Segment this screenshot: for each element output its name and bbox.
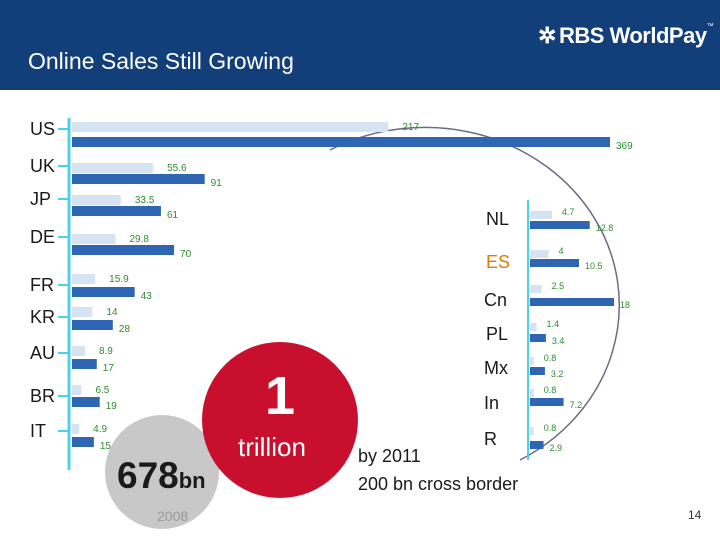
right-category-label-nl: NL (486, 209, 509, 229)
left-value-earlier-fr: 15.9 (109, 274, 129, 285)
right-bar-earlier-nl (530, 211, 552, 219)
right-bar-earlier-es (530, 250, 549, 258)
right-value-later-in: 7.2 (570, 400, 583, 410)
page-title: Online Sales Still Growing (28, 48, 294, 74)
note-by-2011: by 2011 (358, 446, 421, 466)
right-value-earlier-mx: 0.8 (544, 353, 557, 363)
left-category-label-fr: FR (30, 275, 54, 295)
left-value-later-de: 70 (180, 249, 192, 260)
right-bar-earlier-r (530, 427, 534, 435)
left-value-earlier-uk: 55.6 (167, 163, 187, 174)
left-category-label-us: US (30, 119, 55, 139)
right-bar-later-in (530, 398, 564, 406)
right-category-label-pl: PL (486, 324, 508, 344)
right-category-label-cn: Cn (484, 290, 507, 310)
right-value-later-mx: 3.2 (551, 369, 564, 379)
left-value-earlier-au: 8.9 (99, 346, 113, 357)
right-value-earlier-in: 0.8 (544, 385, 557, 395)
right-category-label-r: R (484, 429, 497, 449)
left-bar-earlier-fr (72, 274, 96, 284)
left-value-earlier-us: 217 (402, 122, 419, 133)
right-bar-earlier-in (530, 389, 534, 397)
left-bar-earlier-br (72, 385, 82, 395)
logo-text: RBS WorldPay (558, 23, 707, 48)
left-bar-later-au (72, 359, 97, 369)
right-value-later-es: 10.5 (585, 261, 603, 271)
right-value-later-cn: 18 (620, 300, 630, 310)
left-value-earlier-kr: 14 (106, 307, 118, 318)
left-bar-earlier-us (72, 122, 389, 132)
header-banner: Online Sales Still Growing ✲ RBS WorldPay… (0, 0, 720, 90)
left-bar-earlier-kr (72, 307, 93, 317)
left-category-label-br: BR (30, 386, 55, 406)
right-bar-earlier-mx (530, 357, 534, 365)
total-unit: bn (178, 468, 206, 493)
left-value-later-br: 19 (106, 401, 118, 412)
total-year-label: 2008 (157, 508, 189, 524)
left-value-earlier-br: 6.5 (95, 385, 109, 396)
right-bar-later-pl (530, 334, 546, 342)
right-value-earlier-nl: 4.7 (562, 207, 575, 217)
total-2008-circle (105, 415, 219, 529)
right-bar-later-es (530, 259, 579, 267)
right-bar-later-cn (530, 298, 614, 306)
left-category-label-it: IT (30, 421, 46, 441)
right-value-later-pl: 3.4 (552, 336, 565, 346)
left-bar-earlier-au (72, 346, 85, 356)
left-value-earlier-jp: 33.5 (135, 195, 155, 206)
right-category-label-in: In (484, 393, 499, 413)
left-value-later-it: 15 (100, 441, 112, 452)
left-category-label-kr: KR (30, 307, 55, 327)
future-value-label: 1 (265, 366, 296, 426)
note-cross-border: 200 bn cross border (358, 474, 519, 494)
left-category-label-uk: UK (30, 156, 55, 176)
left-value-later-au: 17 (103, 363, 115, 374)
right-chart-bracket (329, 126, 621, 461)
left-bar-later-br (72, 397, 100, 407)
total-value: 678 (117, 455, 179, 496)
rbs-worldpay-logo: ✲ RBS WorldPay™ (538, 23, 714, 49)
left-bar-earlier-it (72, 424, 80, 434)
right-bar-earlier-pl (530, 323, 537, 331)
right-bar-later-r (530, 441, 544, 449)
left-bar-later-de (72, 245, 175, 255)
right-category-label-mx: Mx (484, 358, 508, 378)
left-bar-later-it (72, 437, 94, 447)
logo-trademark: ™ (706, 23, 714, 30)
right-value-earlier-pl: 1.4 (547, 319, 560, 329)
left-value-later-us: 369 (616, 141, 633, 152)
left-category-label-de: DE (30, 227, 55, 247)
future-trillion-circle (202, 342, 358, 498)
left-value-later-jp: 61 (167, 210, 179, 221)
left-value-later-kr: 28 (119, 324, 131, 335)
right-value-earlier-cn: 2.5 (552, 281, 565, 291)
right-value-earlier-es: 4 (559, 246, 564, 256)
right-bar-later-nl (530, 221, 590, 229)
right-value-later-nl: 12.8 (596, 223, 614, 233)
left-bar-earlier-uk (72, 163, 154, 173)
right-value-later-r: 2.9 (550, 443, 563, 453)
future-unit-label: trillion (238, 432, 306, 462)
left-bar-earlier-de (72, 234, 116, 244)
left-category-label-au: AU (30, 343, 55, 363)
left-bar-later-uk (72, 174, 205, 184)
left-bar-later-kr (72, 320, 113, 330)
page-number: 14 (688, 508, 702, 522)
left-value-earlier-it: 4.9 (93, 424, 107, 435)
left-bar-earlier-jp (72, 195, 121, 205)
left-value-later-fr: 43 (141, 291, 153, 302)
left-category-label-jp: JP (30, 189, 51, 209)
right-bar-earlier-cn (530, 285, 542, 293)
right-bar-later-mx (530, 367, 545, 375)
left-bar-later-jp (72, 206, 161, 216)
left-value-later-uk: 91 (211, 178, 223, 189)
rbs-daisy-icon: ✲ (538, 23, 556, 48)
left-bar-later-fr (72, 287, 135, 297)
left-bar-later-us (72, 137, 610, 147)
left-value-earlier-de: 29.8 (129, 234, 149, 245)
right-category-label-es: ES (486, 252, 510, 272)
right-value-earlier-r: 0.8 (544, 423, 557, 433)
total-value-label: 678bn (117, 455, 206, 497)
